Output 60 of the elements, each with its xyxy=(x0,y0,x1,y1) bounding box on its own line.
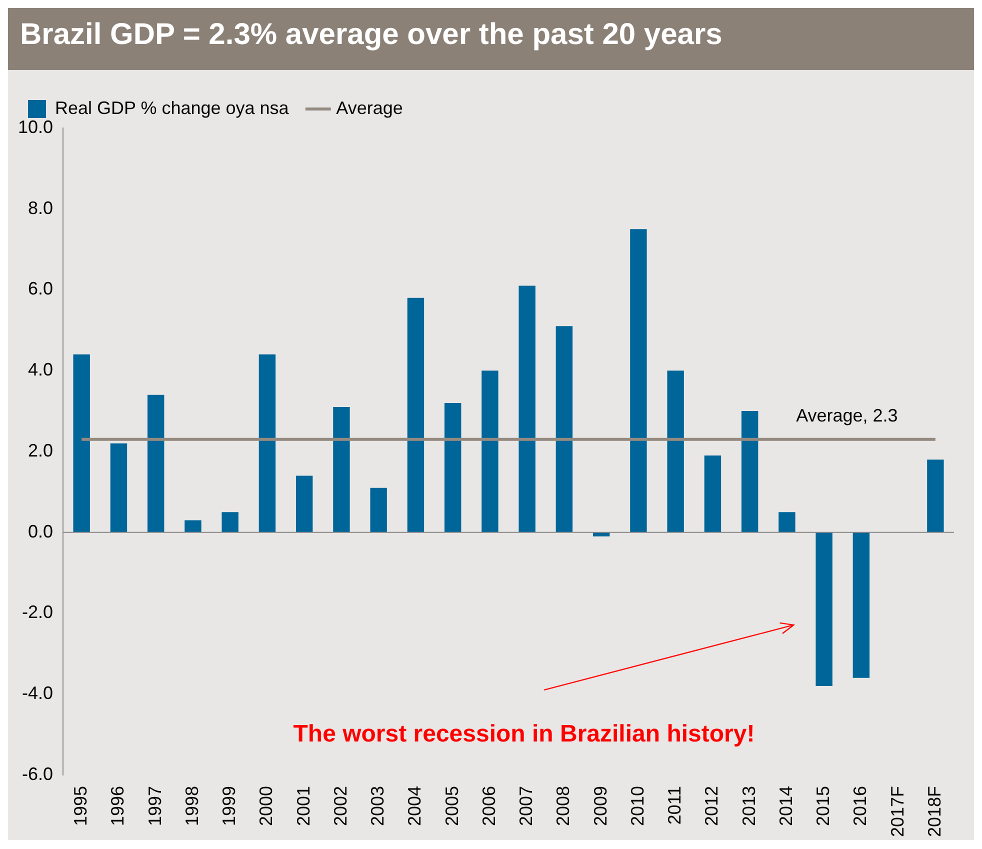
x-tick-label: 2004 xyxy=(404,786,425,826)
y-tick-label: -2.0 xyxy=(22,602,54,622)
x-tick-label: 2005 xyxy=(442,786,462,826)
bar xyxy=(147,394,164,532)
annotation: Average, 2.3 xyxy=(796,405,898,426)
annotation: The worst recession in Brazilian history! xyxy=(293,720,755,748)
x-tick-label: 2003 xyxy=(368,786,388,826)
y-tick-label: 6.0 xyxy=(28,278,54,299)
bar xyxy=(704,456,722,532)
x-tick-label: 2014 xyxy=(776,786,796,826)
bar xyxy=(258,354,276,532)
bar xyxy=(556,326,573,532)
y-tick-label: -4.0 xyxy=(22,683,54,704)
bar xyxy=(296,476,313,532)
x-tick-label: 2007 xyxy=(516,786,536,826)
bar xyxy=(184,520,202,532)
x-tick-label: 2009 xyxy=(590,786,610,826)
y-tick-label: 4.0 xyxy=(28,360,54,380)
x-tick-label: 2012 xyxy=(702,786,722,826)
x-tick-label: 1997 xyxy=(144,786,165,826)
y-tick-label: -6.0 xyxy=(22,764,54,784)
x-tick-label: 1995 xyxy=(70,786,91,826)
bar xyxy=(110,443,128,532)
bar xyxy=(370,488,387,532)
bar xyxy=(333,407,350,532)
x-tick-label: 2001 xyxy=(293,786,314,826)
y-tick-label: 0.0 xyxy=(28,521,54,542)
x-tick-label: 2018F xyxy=(924,786,944,838)
x-tick-label: 2006 xyxy=(478,786,499,826)
bar xyxy=(741,411,758,532)
legend-label: Average xyxy=(336,98,403,118)
legend-label: Real GDP % change oya nsa xyxy=(55,98,290,118)
chart-title: Brazil GDP = 2.3% average over the past 20 years xyxy=(8,8,974,70)
x-tick-label: 1998 xyxy=(182,786,202,826)
bar xyxy=(927,460,944,532)
x-tick-label: 2010 xyxy=(627,786,648,826)
bar xyxy=(222,512,238,532)
x-tick-label: 2015 xyxy=(813,786,834,826)
bar xyxy=(444,402,462,532)
bar xyxy=(778,512,796,532)
x-tick-label: 2008 xyxy=(553,786,574,826)
bar xyxy=(816,532,832,686)
x-tick-label: 2017F xyxy=(887,786,908,838)
bar xyxy=(852,532,870,678)
x-tick-label: 1996 xyxy=(108,786,128,826)
x-tick-label: 2013 xyxy=(738,786,759,826)
x-tick-label: 2016 xyxy=(850,786,870,826)
y-tick-label: 10.0 xyxy=(18,116,54,137)
x-tick-label: 2002 xyxy=(330,786,350,826)
bar xyxy=(630,229,647,532)
y-tick-label: 8.0 xyxy=(28,198,54,218)
x-tick-label: 2000 xyxy=(256,786,276,826)
x-tick-label: 1999 xyxy=(219,786,240,826)
x-tick-label: 2011 xyxy=(664,786,685,825)
bar xyxy=(73,354,90,532)
bar xyxy=(667,370,684,532)
bar xyxy=(518,286,536,532)
bar xyxy=(482,370,498,532)
y-tick-label: 2.0 xyxy=(28,440,54,460)
bar xyxy=(407,298,424,532)
